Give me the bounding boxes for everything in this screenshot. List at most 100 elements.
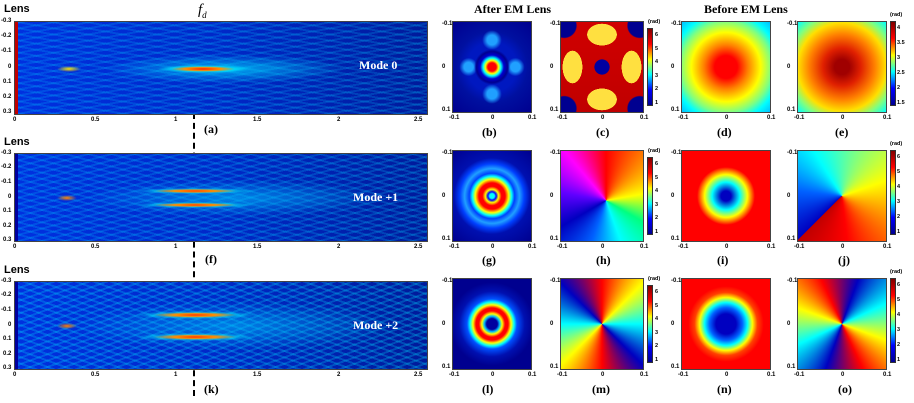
x-tick: 1	[174, 244, 178, 250]
panel-y-tick: -0.1	[671, 150, 682, 156]
panel-x-tick: 0.1	[883, 115, 892, 121]
panel-y-tick: -0.1	[787, 278, 798, 284]
y-tick: -0.3	[1, 278, 12, 284]
panel-y-tick: -0.1	[550, 150, 561, 156]
colorbar-tick: 2.5	[897, 70, 905, 76]
colorbar-tick: 1	[655, 100, 659, 106]
panel-x-tick: 0.1	[640, 115, 649, 121]
panel-y-tick: 0	[442, 321, 446, 327]
subfigure-caption: (g)	[482, 253, 496, 267]
y-tick: -0.2	[1, 164, 12, 170]
intensity-panel	[681, 278, 771, 370]
colorbar-tick: 4	[655, 59, 659, 66]
panel-y-tick: 0.1	[442, 107, 451, 113]
panel-y-tick: 0.1	[671, 107, 680, 113]
panel-x-tick: 0.1	[640, 244, 649, 250]
colorbar-tick: 1	[897, 357, 901, 363]
phase-panel	[560, 21, 644, 113]
panel-y-tick: 0	[671, 193, 675, 199]
colorbar-tick: 3	[655, 201, 659, 208]
lens-aperture-bar	[15, 154, 18, 241]
panel-y-tick: -0.1	[442, 21, 453, 27]
panel-x-tick: 0.1	[883, 372, 892, 378]
colorbar-tick: 4	[655, 316, 659, 323]
x-tick: 1.5	[253, 372, 262, 378]
colorbar-tick: 4	[655, 188, 659, 195]
x-tick: 1	[174, 372, 178, 378]
panel-x-tick: 0	[491, 115, 495, 121]
panel-x-tick: 0	[491, 244, 495, 250]
field-strip: Mode 0	[14, 21, 428, 115]
colorbar-tick: 2	[897, 342, 901, 348]
subfigure-caption: (e)	[835, 125, 849, 139]
y-tick: -0.2	[1, 33, 12, 39]
phase-panel	[560, 278, 644, 370]
colorbar-tick: 1	[655, 229, 659, 235]
y-tick: 0.2	[3, 223, 12, 229]
y-tick: -0.3	[1, 150, 12, 156]
y-tick: 0.3	[3, 237, 12, 243]
lens-label: Lens	[4, 3, 30, 15]
x-tick: 0.5	[91, 372, 100, 378]
colorbar-tick: 2	[897, 214, 901, 220]
y-tick: 0.3	[3, 365, 12, 371]
panel-x-tick: -0.1	[678, 115, 689, 121]
panel-y-tick: 0	[671, 321, 675, 327]
panel-y-tick: 0	[787, 64, 791, 70]
colorbar-tick: 2	[655, 215, 659, 222]
panel-y-tick: -0.1	[787, 21, 798, 27]
y-tick: 0	[8, 194, 12, 200]
panel-y-tick: 0.1	[550, 107, 559, 113]
x-tick: 2.5	[414, 244, 423, 250]
colorbar-unit: (rad)	[648, 276, 661, 282]
x-tick: 0	[13, 244, 17, 250]
x-tick: 2.5	[414, 117, 423, 123]
panel-x-tick: 0	[491, 372, 495, 378]
panel-y-tick: -0.1	[787, 150, 798, 156]
x-tick: 0.5	[91, 117, 100, 123]
panel-x-tick: 0.1	[767, 115, 776, 121]
lens-aperture-bar	[15, 282, 18, 369]
colorbar-tick: 6	[897, 154, 901, 160]
panel-y-tick: 0	[550, 64, 554, 70]
colorbar-unit: (rad)	[890, 269, 903, 275]
panel-x-tick: -0.1	[449, 115, 460, 121]
y-tick: 0.1	[3, 79, 12, 85]
colorbar-tick: 3	[897, 199, 901, 205]
panel-y-tick: -0.1	[671, 278, 682, 284]
panel-y-tick: 0	[550, 321, 554, 327]
mode-label: Mode +2	[353, 318, 399, 332]
panel-x-tick: 0	[841, 372, 845, 378]
panel-y-tick: 0	[671, 64, 675, 70]
subfigure-caption: (m)	[592, 382, 610, 396]
panel-y-tick: 0.1	[787, 364, 796, 370]
subfigure-caption: (b)	[482, 125, 497, 139]
subfigure-caption: (n)	[717, 382, 732, 396]
y-tick: 0	[8, 64, 12, 70]
panel-x-tick: 0	[725, 115, 729, 121]
panel-y-tick: 0.1	[787, 236, 796, 242]
y-tick: 0.1	[3, 336, 12, 342]
y-tick: -0.2	[1, 292, 12, 298]
subfigure-caption: (o)	[838, 382, 852, 396]
field-strip: Mode +1	[14, 153, 428, 242]
colorbar-unit: (rad)	[890, 12, 903, 18]
colorbar-unit: (rad)	[890, 141, 903, 147]
colorbar-tick: 2	[897, 85, 901, 91]
y-tick: -0.1	[1, 179, 12, 185]
x-tick: 1	[174, 117, 178, 123]
mode-label: Mode +1	[353, 190, 399, 204]
panel-x-tick: 0	[841, 244, 845, 250]
colorbar-tick: 5	[655, 174, 659, 181]
panel-x-tick: 0.1	[767, 244, 776, 250]
panel-x-tick: 0	[601, 115, 605, 121]
intensity-panel	[681, 150, 771, 242]
panel-x-tick: -0.1	[557, 244, 568, 250]
x-tick: 0.5	[91, 244, 100, 250]
fd-subscript: d	[202, 10, 207, 20]
subfigure-caption: (f)	[205, 252, 217, 266]
panel-x-tick: 0	[601, 372, 605, 378]
panel-x-tick: -0.1	[557, 115, 568, 121]
phase-panel	[797, 150, 887, 242]
lens-label: Lens	[4, 264, 30, 276]
